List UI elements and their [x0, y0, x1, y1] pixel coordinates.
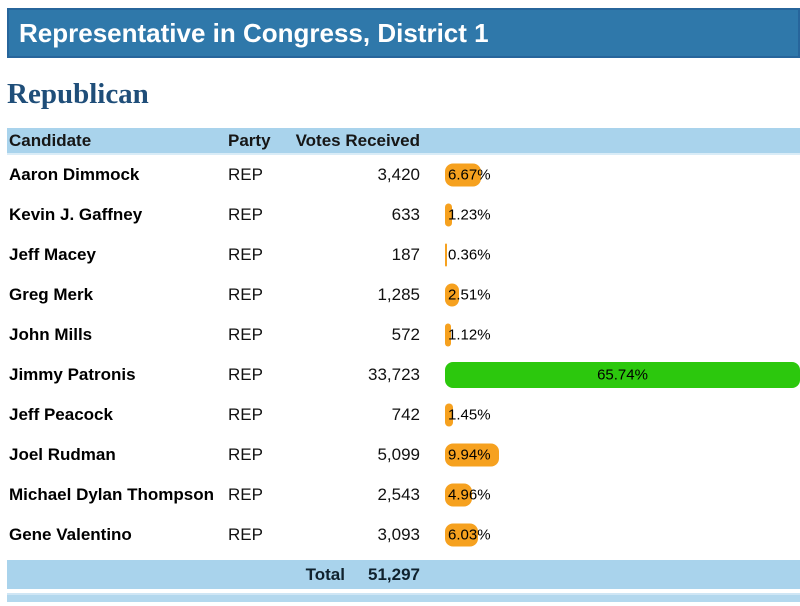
candidate-votes: 33,723 — [368, 365, 420, 384]
candidate-name: Aaron Dimmock — [9, 165, 140, 184]
column-header-candidate: Candidate — [9, 130, 92, 150]
contest-header-bar: Representative in Congress, District 1 — [7, 8, 800, 58]
percent-bar-cell: 4.96% — [445, 475, 800, 515]
percent-bar — [445, 243, 447, 267]
candidate-party: REP — [228, 525, 263, 544]
candidate-party: REP — [228, 165, 263, 184]
candidate-name: Joel Rudman — [9, 445, 116, 464]
percent-label: 2.51% — [448, 286, 491, 304]
table-row: Joel Rudman REP 5,099 9.94% — [7, 435, 800, 475]
table-row: Aaron Dimmock REP 3,420 6.67% — [7, 155, 800, 195]
percent-label: 4.96% — [448, 486, 491, 504]
percent-bar-cell: 0.36% — [445, 235, 800, 275]
percent-bar — [445, 283, 459, 307]
column-header-votes: Votes Received — [295, 130, 420, 150]
percent-bar — [445, 323, 452, 347]
percent-label: 0.36% — [448, 246, 491, 264]
candidate-name: Jeff Peacock — [9, 405, 113, 424]
candidate-name: Jimmy Patronis — [9, 365, 136, 384]
percent-label: 65.74% — [597, 366, 648, 384]
candidate-votes: 187 — [391, 245, 420, 264]
table-row: Jeff Macey REP 187 0.36% — [7, 235, 800, 275]
candidate-votes: 5,099 — [377, 445, 420, 464]
column-header-percent — [445, 128, 800, 153]
total-row: Total 51,297 — [7, 560, 800, 589]
percent-bar — [445, 403, 453, 427]
candidate-name: Michael Dylan Thompson — [9, 485, 214, 504]
percent-bar-cell: 1.45% — [445, 395, 800, 435]
table-row: Greg Merk REP 1,285 2.51% — [7, 275, 800, 315]
percent-bar-cell: 1.12% — [445, 315, 800, 355]
candidate-party: REP — [228, 325, 263, 344]
column-header-party: Party — [228, 130, 271, 150]
candidate-party: REP — [228, 445, 263, 464]
candidate-party: REP — [228, 365, 263, 384]
next-section-strip — [7, 593, 800, 602]
results-table: Candidate Party Votes Received Aaron Dim… — [7, 128, 800, 589]
percent-bar — [445, 362, 800, 388]
candidate-party: REP — [228, 205, 263, 224]
percent-bar — [445, 483, 472, 507]
percent-label: 1.23% — [448, 206, 491, 224]
table-row: Michael Dylan Thompson REP 2,543 4.96% — [7, 475, 800, 515]
percent-bar-cell: 2.51% — [445, 275, 800, 315]
candidate-votes: 3,093 — [377, 525, 420, 544]
party-section-heading: Republican — [7, 78, 149, 110]
candidate-name: John Mills — [9, 325, 93, 344]
candidate-name: Gene Valentino — [9, 525, 132, 544]
total-label: Total — [305, 564, 345, 584]
candidate-name: Jeff Macey — [9, 245, 96, 264]
percent-bar — [445, 523, 478, 547]
percent-label: 9.94% — [448, 446, 491, 464]
percent-label: 1.45% — [448, 406, 491, 424]
total-votes: 51,297 — [368, 564, 420, 584]
percent-bar — [445, 203, 452, 227]
candidate-name: Kevin J. Gaffney — [9, 205, 143, 224]
candidate-votes: 1,285 — [377, 285, 420, 304]
candidate-party: REP — [228, 485, 263, 504]
percent-label: 1.12% — [448, 326, 491, 344]
candidate-votes: 3,420 — [377, 165, 420, 184]
candidate-party: REP — [228, 245, 263, 264]
percent-bar — [445, 443, 499, 467]
percent-bar-cell: 6.67% — [445, 155, 800, 195]
percent-bar-cell: 1.23% — [445, 195, 800, 235]
candidate-name: Greg Merk — [9, 285, 94, 304]
candidate-votes: 2,543 — [377, 485, 420, 504]
candidate-votes: 572 — [391, 325, 420, 344]
percent-bar-cell: 65.74% — [445, 355, 800, 395]
candidate-votes: 742 — [391, 405, 420, 424]
candidate-votes: 633 — [391, 205, 420, 224]
candidate-party: REP — [228, 285, 263, 304]
candidate-party: REP — [228, 405, 263, 424]
percent-bar-cell: 6.03% — [445, 515, 800, 555]
percent-bar-cell: 9.94% — [445, 435, 800, 475]
table-row: Jeff Peacock REP 742 1.45% — [7, 395, 800, 435]
contest-title: Representative in Congress, District 1 — [19, 17, 489, 48]
percent-bar — [445, 163, 482, 187]
table-row: Gene Valentino REP 3,093 6.03% — [7, 515, 800, 555]
table-row: Jimmy Patronis REP 33,723 65.74% — [7, 355, 800, 395]
percent-label: 6.03% — [448, 526, 491, 544]
table-row: Kevin J. Gaffney REP 633 1.23% — [7, 195, 800, 235]
table-header-row: Candidate Party Votes Received — [7, 128, 800, 155]
percent-label: 6.67% — [448, 166, 491, 184]
table-row: John Mills REP 572 1.12% — [7, 315, 800, 355]
